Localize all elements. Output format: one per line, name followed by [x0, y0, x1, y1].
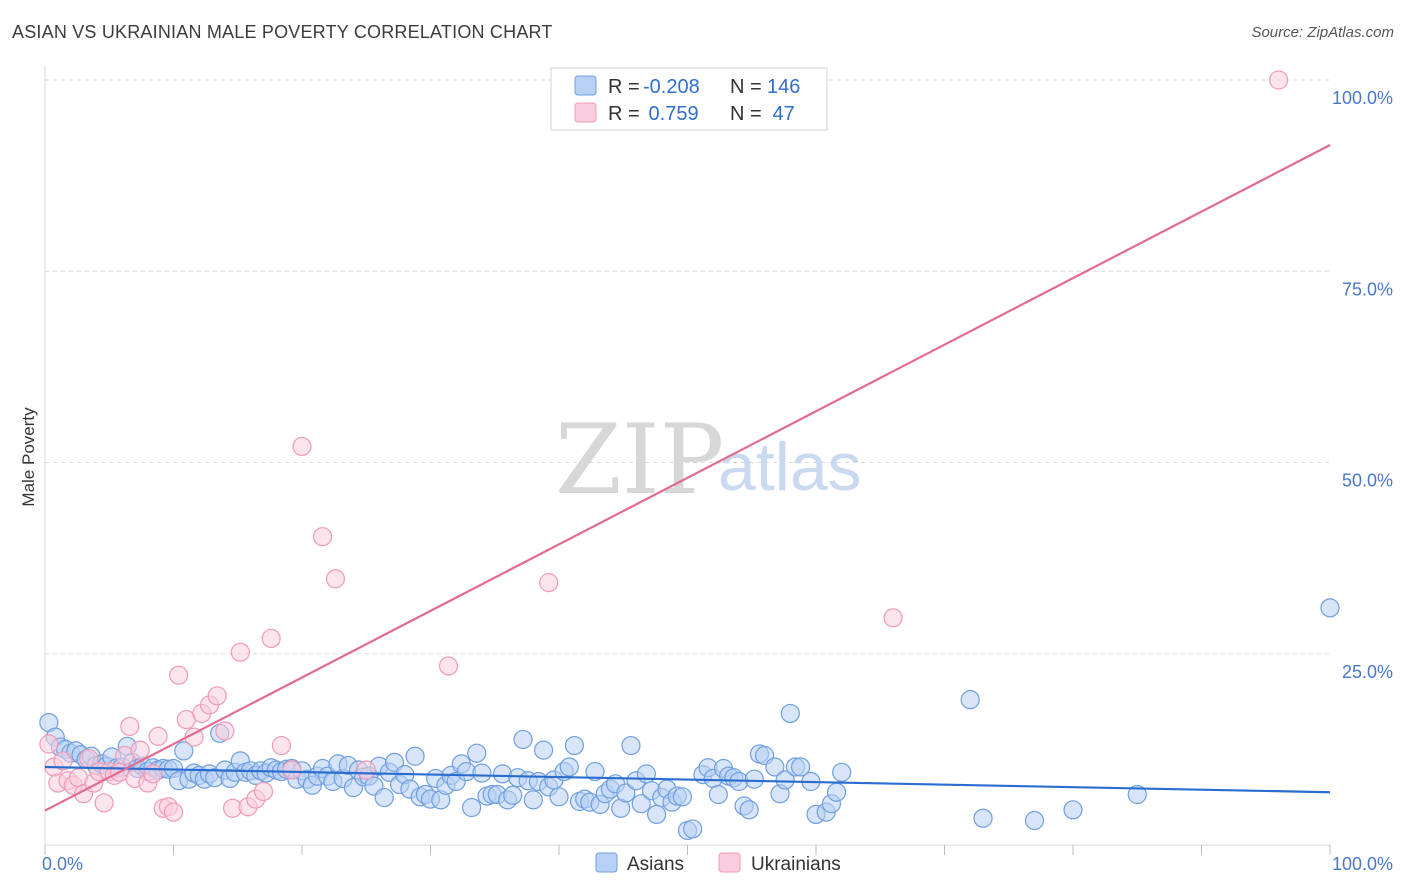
series-legend-asians-label: Asians: [627, 854, 684, 875]
asian-point-150: [832, 762, 852, 782]
asian-point-96: [533, 740, 554, 760]
legend-asian-r-label: R =: [608, 76, 640, 98]
asian-point-102: [564, 735, 585, 756]
asian-point-142: [780, 703, 800, 724]
x-tick-label-1: 100.0%: [1332, 854, 1393, 874]
asian-point-112: [616, 783, 636, 803]
asian-point-106: [585, 761, 605, 782]
asian-point-135: [739, 800, 759, 820]
legend-ukrainian-r-value: 0.759: [643, 103, 699, 125]
asian-point-154: [1063, 800, 1083, 820]
legend-ukrainian-n-value: 47: [767, 103, 795, 125]
asian-point-125: [683, 819, 703, 839]
ukrainian-point-37: [261, 628, 281, 649]
y-tick-label-0: 25.0%: [1342, 662, 1393, 682]
asian-point-65: [374, 787, 394, 808]
trend-lines: [44, 144, 1331, 812]
ukrainian-point-40: [292, 436, 312, 457]
ukrainian-point-47: [1268, 70, 1289, 90]
legend-asian-n-label: N =: [730, 76, 762, 98]
chart-title: ASIAN VS UKRAINIAN MALE POVERTY CORRELAT…: [12, 22, 553, 42]
legend-ukrainian-swatch: [574, 102, 597, 123]
asian-point-136: [744, 769, 764, 789]
ukrainian-point-42: [325, 569, 346, 589]
y-tick-labels: 25.0% 50.0% 75.0% 100.0%: [1332, 88, 1393, 682]
asian-point-144: [790, 757, 811, 777]
asian-point-101: [559, 757, 579, 777]
watermark-zip: ZIP: [555, 404, 724, 516]
asian-trend-line: [44, 765, 1331, 794]
legend-box: [550, 67, 828, 131]
ukrainian-point-44: [438, 656, 459, 676]
series-legend-asians-swatch: [595, 852, 618, 873]
ukrainian-point-43: [356, 760, 376, 780]
x-tick-label-0: 0.0%: [42, 854, 83, 874]
asian-point-94: [523, 790, 543, 810]
asian-point-123: [672, 787, 692, 807]
correlation-legend: R = -0.208 N = 146 R = 0.759 N = 47: [550, 67, 828, 131]
chart-source: Source: ZipAtlas.com: [1251, 24, 1394, 41]
ukrainian-point-46: [883, 608, 903, 628]
y-axis-label: Male Poverty: [19, 407, 38, 507]
ukrainian-points: [39, 70, 1289, 822]
legend-asian-swatch: [574, 75, 597, 96]
legend-ukrainian-r-label: R =: [608, 103, 640, 125]
ukrainian-point-18: [130, 740, 150, 760]
ukrainian-trend-line: [44, 144, 1331, 812]
asian-point-99: [549, 787, 569, 807]
asian-point-83: [467, 743, 487, 763]
asian-point-84: [472, 763, 492, 783]
legend-asian-n-value: 146: [767, 76, 800, 98]
asian-point-155: [1127, 784, 1147, 805]
ukrainian-point-33: [230, 642, 250, 662]
asian-point-115: [631, 794, 651, 814]
ukrainian-point-20: [143, 764, 163, 784]
watermark-atlas: atlas: [718, 429, 862, 505]
ukrainian-point-39: [282, 760, 302, 780]
y-tick-label-2: 75.0%: [1342, 279, 1393, 299]
asian-point-82: [462, 797, 482, 818]
asian-point-113: [621, 735, 641, 756]
ukrainian-point-25: [169, 665, 189, 685]
ukrainian-point-0: [39, 734, 59, 754]
asian-point-156: [1320, 598, 1340, 618]
asian-point-71: [405, 746, 425, 766]
series-legend-ukrainians-label: Ukrainians: [751, 854, 841, 875]
ukrainian-point-3: [53, 751, 73, 771]
ukrainian-point-41: [312, 527, 333, 547]
asian-point-67: [384, 752, 405, 772]
asian-point-139: [765, 757, 785, 777]
watermark: ZIP atlas: [555, 404, 862, 516]
asian-point-141: [775, 770, 795, 790]
asian-point-151: [960, 690, 980, 710]
asian-point-26: [174, 741, 194, 761]
legend-asian-r-value: -0.208: [643, 76, 700, 98]
asian-point-129: [708, 784, 728, 805]
asian-point-116: [636, 764, 656, 784]
asian-point-90: [503, 785, 523, 805]
ukrainian-point-36: [253, 781, 274, 802]
ukrainian-point-11: [94, 793, 114, 813]
ukrainian-point-16: [120, 716, 140, 737]
series-legend-ukrainians-swatch: [718, 852, 741, 873]
ukrainian-point-24: [163, 802, 184, 822]
ukrainian-point-38: [271, 735, 292, 756]
y-tick-label-1: 50.0%: [1342, 471, 1393, 491]
asian-point-153: [1024, 810, 1045, 831]
asian-point-152: [973, 808, 993, 828]
ukrainian-point-21: [148, 726, 168, 746]
ukrainian-point-30: [207, 686, 227, 706]
asian-point-149: [826, 782, 847, 802]
ukrainian-point-31: [215, 721, 235, 741]
x-tick-labels: 0.0% 100.0%: [42, 854, 1393, 874]
asian-point-92: [513, 729, 533, 750]
legend-ukrainian-n-label: N =: [730, 103, 762, 125]
ukrainian-point-45: [539, 573, 559, 593]
series-legend: Asians Ukrainians: [595, 852, 841, 875]
y-tick-label-3: 100.0%: [1332, 88, 1393, 108]
asian-point-118: [647, 804, 667, 825]
